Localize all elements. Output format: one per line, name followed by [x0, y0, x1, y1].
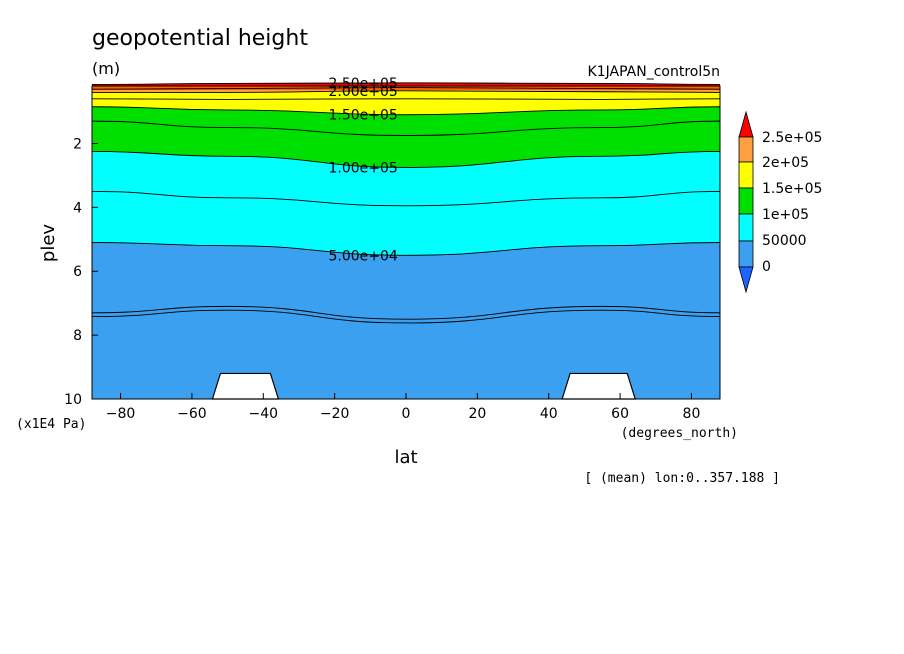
- chart-title: geopotential height: [92, 26, 308, 51]
- contour-label: 2.00e+05: [329, 84, 398, 100]
- y-tick-label: 8: [73, 328, 82, 344]
- colorbar-label: 50000: [762, 233, 807, 249]
- y-tick-label: 4: [73, 200, 82, 216]
- x-tick-label: −40: [248, 406, 278, 422]
- y-axis-units: (x1E4 Pa): [16, 417, 86, 432]
- contour-lines: [91, 82, 721, 324]
- contour-line: [91, 242, 721, 256]
- x-tick-label: −80: [106, 406, 136, 422]
- x-tick-label: 20: [468, 406, 486, 422]
- x-axis: −80 −60 −40 −20 0 20 40 60 80: [106, 393, 701, 422]
- contour-label: 5.00e+04: [329, 248, 398, 264]
- mean-annotation: [ (mean) lon:0..357.188 ]: [584, 471, 780, 486]
- plot-area: [92, 82, 720, 399]
- colorbar-label: 2.5e+05: [762, 130, 822, 146]
- colorbar-swatch: [738, 213, 754, 242]
- contour-line: [91, 98, 721, 100]
- colorbar-label: 1.5e+05: [762, 181, 822, 197]
- y-tick-label: 10: [64, 392, 82, 408]
- colorbar: 2.5e+05 2e+05 1.5e+05 1e+05 50000 0: [738, 110, 822, 294]
- topography-block: [561, 372, 637, 400]
- x-tick-label: −20: [320, 406, 350, 422]
- contour-label: 2.50e+05: [329, 76, 398, 92]
- x-tick-label: 0: [402, 406, 411, 422]
- x-axis-units: (degrees_north): [621, 426, 738, 441]
- contour-line: [91, 106, 721, 116]
- contour-line: [91, 120, 721, 136]
- contour-label: 1.50e+05: [329, 108, 398, 124]
- dataset-label: K1JAPAN_control5n: [588, 64, 720, 80]
- contour-line: [91, 190, 721, 207]
- contour-line: [91, 305, 721, 320]
- x-tick-label: 80: [683, 406, 701, 422]
- colorbar-label: 0: [762, 259, 771, 275]
- y-axis-label: plev: [38, 224, 59, 263]
- colorbar-label: 2e+05: [762, 155, 809, 171]
- y-tick-label: 6: [73, 264, 82, 280]
- colorbar-swatch: [738, 136, 754, 163]
- contour-line: [91, 309, 721, 324]
- contour-line: [91, 82, 721, 85]
- contour-line: [91, 87, 721, 90]
- colorbar-triangle-top: [738, 110, 754, 138]
- topography-block: [211, 372, 280, 400]
- contour-labels: 2.50e+052.00e+05 1.50e+05 1.00e+05 5.00e+04: [329, 76, 398, 264]
- x-tick-label: 60: [611, 406, 629, 422]
- x-axis-label: lat: [394, 447, 417, 468]
- colorbar-swatch: [738, 240, 754, 268]
- colorbar-label: 1e+05: [762, 207, 809, 223]
- y-axis: 2 4 6 8 10: [64, 136, 98, 408]
- colorbar-swatch: [738, 161, 754, 189]
- colorbar-triangle-bottom: [738, 266, 754, 294]
- y-tick-label: 2: [73, 136, 82, 152]
- chart-units: (m): [92, 59, 120, 78]
- x-tick-label: 40: [540, 406, 558, 422]
- colorbar-swatch: [738, 187, 754, 215]
- contour-line: [91, 151, 721, 168]
- contour-line: [92, 90, 721, 93]
- x-tick-label: −60: [177, 406, 207, 422]
- contour-label: 1.00e+05: [329, 160, 398, 176]
